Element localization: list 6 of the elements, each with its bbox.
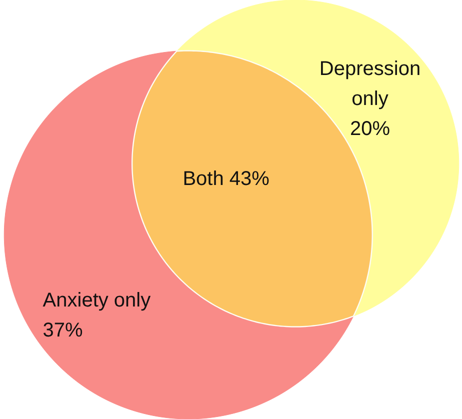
category-label: Anxiety only — [42, 290, 151, 312]
data-label: 20% — [350, 118, 390, 140]
data-label: 37% — [42, 320, 84, 342]
category-label: Both — [182, 168, 224, 190]
data-label: 43% — [229, 168, 270, 190]
category-label: Depression only — [319, 58, 421, 110]
